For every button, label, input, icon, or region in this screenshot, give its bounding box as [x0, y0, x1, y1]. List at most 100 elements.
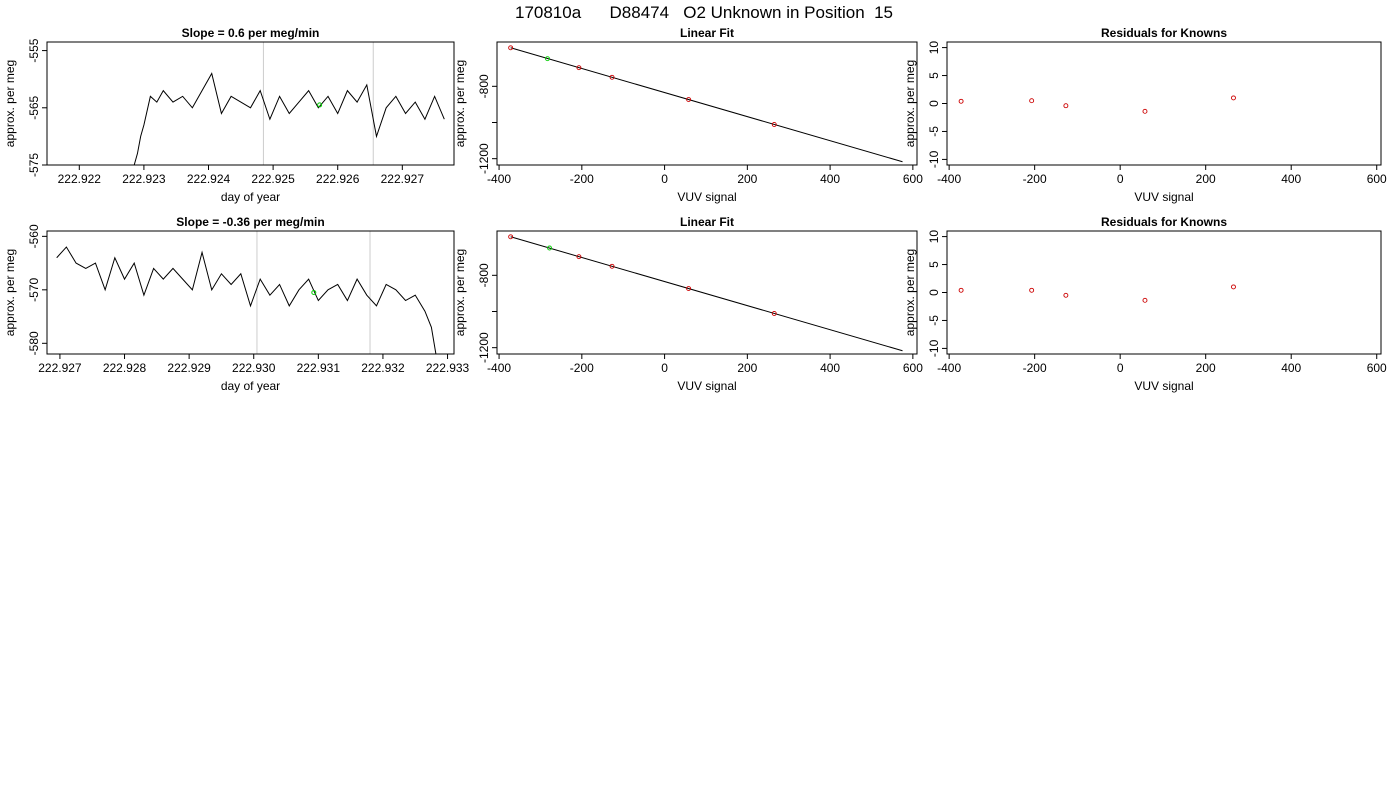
y-axis-label: approx. per meg	[3, 60, 17, 147]
x-axis-label: VUV signal	[677, 190, 736, 204]
known-point	[609, 74, 615, 80]
series-line	[133, 72, 445, 165]
x-axis-label: day of year	[221, 379, 280, 393]
x-tick-label: -400	[487, 361, 511, 375]
x-tick-label: 600	[1367, 172, 1387, 186]
x-tick-label: 222.927	[381, 172, 425, 186]
fit-line	[510, 47, 903, 163]
x-tick-label: -200	[570, 361, 594, 375]
x-tick-label: 200	[1196, 361, 1216, 375]
unknown-point	[547, 245, 553, 251]
panel-1: 222.922 222.923 222.924 222.925 222.926 222.9…	[3, 26, 455, 204]
panel-3: -400 -200 0 200 400 600 -10 -5 0 5 10 Residuals for…	[903, 26, 1387, 204]
x-tick-label: 222.924	[187, 172, 231, 186]
panel-title: Residuals for Knowns	[1101, 215, 1227, 229]
x-tick-label: 400	[1281, 361, 1301, 375]
page-title: 170810a D88474 O2 Unknown in Position 15	[515, 3, 893, 22]
x-tick-label: 0	[1117, 172, 1124, 186]
panel-5: -400 -200 0 200 400 600 -1200 -800 Linear Fit VUV…	[453, 215, 923, 393]
fit-line	[510, 236, 903, 352]
y-tick-label: -580	[27, 331, 41, 355]
y-tick-label: -1200	[477, 143, 491, 174]
x-tick-label: 222.926	[316, 172, 360, 186]
plot-frame	[946, 230, 1382, 355]
x-tick-label: 600	[903, 172, 923, 186]
y-tick-label: -555	[27, 38, 41, 62]
known-point	[1231, 95, 1236, 101]
y-tick-label: 10	[927, 41, 941, 55]
x-axis-label: day of year	[221, 190, 280, 204]
panel-title: Slope = 0.6 per meg/min	[182, 26, 320, 40]
x-tick-label: -200	[570, 172, 594, 186]
x-tick-label: -400	[937, 172, 961, 186]
panels: 222.922 222.923 222.924 222.925 222.926 222.9…	[3, 26, 1387, 393]
x-tick-label: 222.933	[426, 361, 470, 375]
x-tick-label: -400	[487, 172, 511, 186]
x-axis-label: VUV signal	[1134, 379, 1193, 393]
known-point	[1231, 284, 1236, 290]
x-tick-label: 400	[820, 361, 840, 375]
x-tick-label: 222.930	[232, 361, 276, 375]
x-tick-label: -400	[937, 361, 961, 375]
known-point	[1063, 292, 1069, 298]
known-point	[1029, 287, 1035, 293]
x-tick-label: 200	[1196, 172, 1216, 186]
x-tick-label: 222.927	[38, 361, 82, 375]
known-point	[1063, 103, 1069, 109]
x-tick-label: 222.923	[122, 172, 166, 186]
panel-2: -400 -200 0 200 400 600 -1200 -800 Linear Fit VUV…	[453, 26, 923, 204]
y-tick-label: 0	[927, 289, 941, 296]
known-point	[958, 98, 964, 104]
panel-title: Linear Fit	[680, 215, 734, 229]
known-point	[686, 286, 692, 291]
panel-4: 222.927 222.928 222.929 222.930 222.931 222.9…	[3, 215, 470, 393]
x-tick-label: 222.929	[167, 361, 211, 375]
y-tick-label: -5	[927, 126, 941, 137]
y-tick-label: -800	[477, 263, 491, 287]
known-point	[508, 45, 514, 51]
y-tick-label: -560	[27, 224, 41, 248]
y-tick-label: -10	[927, 339, 941, 357]
y-tick-label: -575	[27, 153, 41, 177]
y-tick-label: -565	[27, 95, 41, 119]
x-tick-label: 0	[661, 361, 668, 375]
known-point	[686, 97, 692, 102]
x-axis-label: VUV signal	[677, 379, 736, 393]
x-tick-label: -200	[1023, 361, 1047, 375]
y-tick-label: 0	[927, 100, 941, 107]
panel-6: -400 -200 0 200 400 600 -10 -5 0 5 10 Residuals for…	[903, 215, 1387, 393]
y-tick-label: 5	[927, 72, 941, 79]
unknown-point	[317, 102, 323, 108]
known-point	[771, 311, 777, 316]
y-axis-label: approx. per meg	[453, 60, 467, 147]
x-tick-label: 600	[903, 361, 923, 375]
x-tick-label: 600	[1367, 361, 1387, 375]
unknown-point	[545, 56, 550, 62]
y-axis-label: approx. per meg	[453, 249, 467, 336]
plot-frame	[46, 230, 455, 355]
y-tick-label: -570	[27, 277, 41, 301]
series-line	[56, 246, 437, 354]
x-tick-label: 222.932	[361, 361, 405, 375]
x-tick-label: 400	[1281, 172, 1301, 186]
x-axis-label: VUV signal	[1134, 190, 1193, 204]
known-point	[958, 287, 964, 293]
y-tick-label: -800	[477, 74, 491, 98]
panel-title: Slope = -0.36 per meg/min	[176, 215, 324, 229]
x-tick-label: -200	[1023, 172, 1047, 186]
known-point	[508, 234, 514, 240]
y-tick-label: -1200	[477, 332, 491, 363]
x-tick-label: 200	[737, 172, 757, 186]
known-point	[1142, 108, 1148, 114]
x-tick-label: 0	[1117, 361, 1124, 375]
x-tick-label: 200	[737, 361, 757, 375]
unknown-point	[311, 290, 317, 295]
plot-frame	[496, 41, 918, 166]
known-point	[609, 263, 615, 269]
x-tick-label: 222.931	[297, 361, 341, 375]
x-tick-label: 222.928	[103, 361, 147, 375]
y-tick-label: -5	[927, 315, 941, 326]
known-point	[576, 65, 582, 71]
plot-frame	[946, 41, 1382, 166]
